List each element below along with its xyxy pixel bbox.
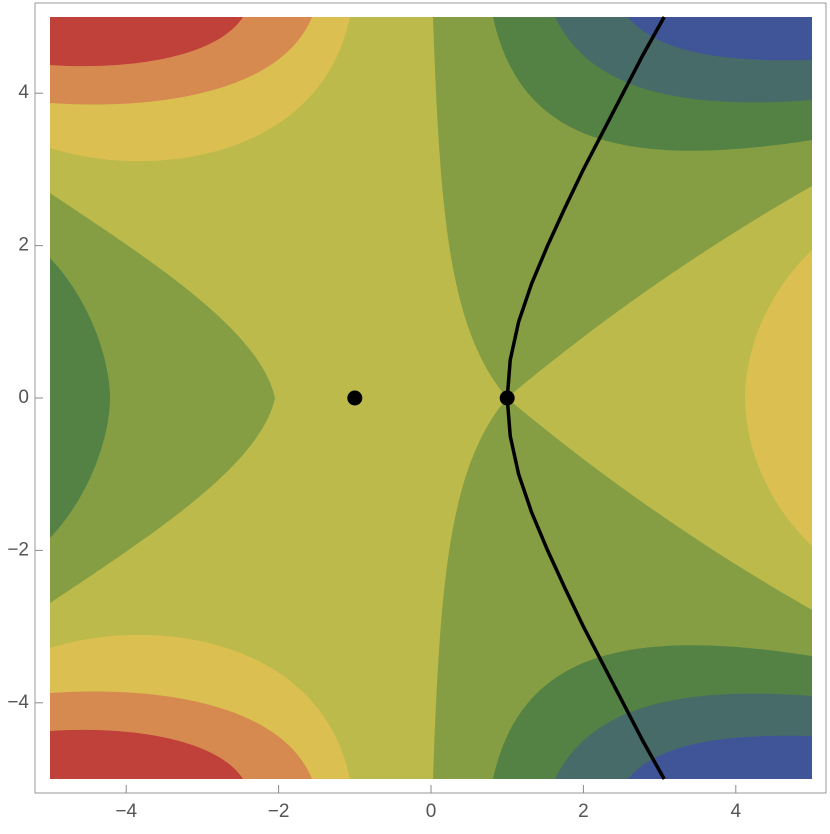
y-tick-label: −2 bbox=[7, 539, 29, 560]
contour-fills bbox=[50, 17, 812, 779]
point bbox=[347, 390, 363, 406]
y-tick-label: 2 bbox=[18, 235, 29, 256]
point bbox=[499, 390, 515, 406]
x-tick-label: 0 bbox=[426, 801, 437, 822]
y-tick-label: 4 bbox=[18, 82, 29, 103]
x-tick-label: −4 bbox=[115, 801, 137, 822]
y-tick-label: −4 bbox=[7, 692, 29, 713]
x-tick-label: 2 bbox=[578, 801, 589, 822]
x-tick-label: −2 bbox=[268, 801, 290, 822]
x-tick-label: 4 bbox=[731, 801, 742, 822]
y-tick-label: 0 bbox=[18, 387, 29, 408]
